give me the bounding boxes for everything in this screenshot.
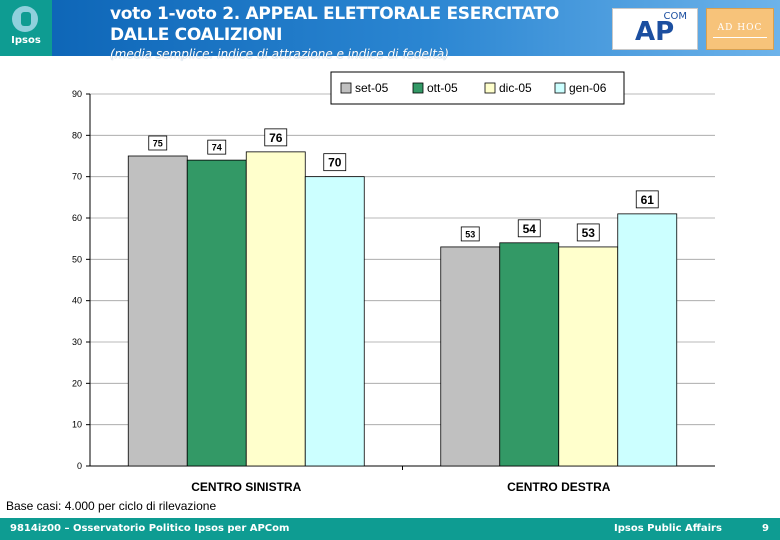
legend-swatch bbox=[554, 82, 566, 94]
legend-label: set-05 bbox=[355, 81, 389, 95]
y-tick-label: 20 bbox=[72, 378, 82, 388]
footer-bar: 9814iz00 – Osservatorio Politico Ipsos p… bbox=[0, 518, 780, 540]
legend-label: dic-05 bbox=[499, 81, 532, 95]
y-tick-label: 30 bbox=[72, 337, 82, 347]
legend-label: ott-05 bbox=[427, 81, 458, 95]
apcom-logo-com: COM bbox=[663, 11, 687, 22]
data-label: 54 bbox=[523, 222, 537, 236]
bar-ott-05-0 bbox=[186, 159, 247, 467]
ipsos-logo-text: Ipsos bbox=[11, 35, 41, 46]
bar-ott-05-1 bbox=[499, 242, 560, 467]
page-title-line1: voto 1-voto 2. APPEAL ELETTORALE ESERCIT… bbox=[110, 4, 559, 24]
bar-dic-05-0 bbox=[245, 151, 306, 467]
data-label-box bbox=[148, 135, 168, 151]
y-tick-label: 70 bbox=[72, 172, 82, 182]
bar-dic-05-1 bbox=[558, 246, 619, 467]
data-label: 74 bbox=[212, 143, 222, 153]
data-label-box bbox=[323, 153, 347, 172]
legend-box bbox=[330, 71, 625, 105]
data-label-box bbox=[460, 226, 480, 242]
y-tick-label: 90 bbox=[72, 89, 82, 99]
footer-company: Ipsos Public Affairs bbox=[614, 523, 722, 534]
data-label: 53 bbox=[465, 229, 475, 239]
data-label-box bbox=[264, 128, 288, 147]
data-label-box bbox=[635, 190, 659, 209]
bar-gen-06-1 bbox=[617, 213, 678, 467]
bar-gen-06-0 bbox=[304, 176, 365, 467]
header-banner: Ipsos voto 1-voto 2. APPEAL ELETTORALE E… bbox=[0, 0, 780, 61]
bar-chart: 0 10 20 30 40 50 60 70 80 90 75 74 76 70 CENTRO SINIST… bbox=[72, 71, 715, 494]
data-label: 53 bbox=[582, 226, 596, 240]
x-tick-label: CENTRO SINISTRA bbox=[191, 480, 301, 494]
y-tick-label: 0 bbox=[77, 461, 82, 471]
bar-set-05-0 bbox=[127, 155, 188, 467]
y-tick-label: 10 bbox=[72, 420, 82, 430]
y-tick-label: 50 bbox=[72, 254, 82, 264]
page-number: 9 bbox=[762, 523, 769, 534]
y-tick-label: 60 bbox=[72, 213, 82, 223]
data-label: 61 bbox=[641, 193, 655, 207]
data-label: 70 bbox=[328, 156, 342, 170]
legend-swatch bbox=[412, 82, 424, 94]
data-label-box bbox=[576, 223, 600, 242]
base-note: Base casi: 4.000 per ciclo di rilevazion… bbox=[6, 499, 217, 513]
data-label-box bbox=[207, 139, 227, 155]
footer-source: 9814iz00 – Osservatorio Politico Ipsos p… bbox=[10, 523, 290, 534]
adhoc-logo-line bbox=[713, 37, 767, 38]
ipsos-logo: Ipsos bbox=[0, 0, 52, 56]
data-label: 76 bbox=[269, 131, 283, 145]
y-tick-label: 40 bbox=[72, 296, 82, 306]
legend-swatch bbox=[340, 82, 352, 94]
data-label-box bbox=[517, 219, 541, 238]
page-subtitle: (media semplice: indice di attrazione e … bbox=[110, 47, 449, 61]
legend-label: gen-06 bbox=[569, 81, 607, 95]
apcom-logo: COM AP bbox=[612, 8, 698, 50]
apcom-logo-ap: AP bbox=[635, 17, 675, 47]
y-tick-label: 80 bbox=[72, 130, 82, 140]
adhoc-logo-text: AD HOC bbox=[717, 23, 763, 33]
ipsos-logo-icon bbox=[12, 6, 38, 32]
adhoc-logo: AD HOC bbox=[706, 8, 774, 50]
bar-set-05-1 bbox=[440, 246, 501, 467]
page-title-line2: DALLE COALIZIONI bbox=[110, 25, 283, 45]
data-label: 75 bbox=[153, 139, 163, 149]
x-tick-label: CENTRO DESTRA bbox=[507, 480, 611, 494]
legend-swatch bbox=[484, 82, 496, 94]
